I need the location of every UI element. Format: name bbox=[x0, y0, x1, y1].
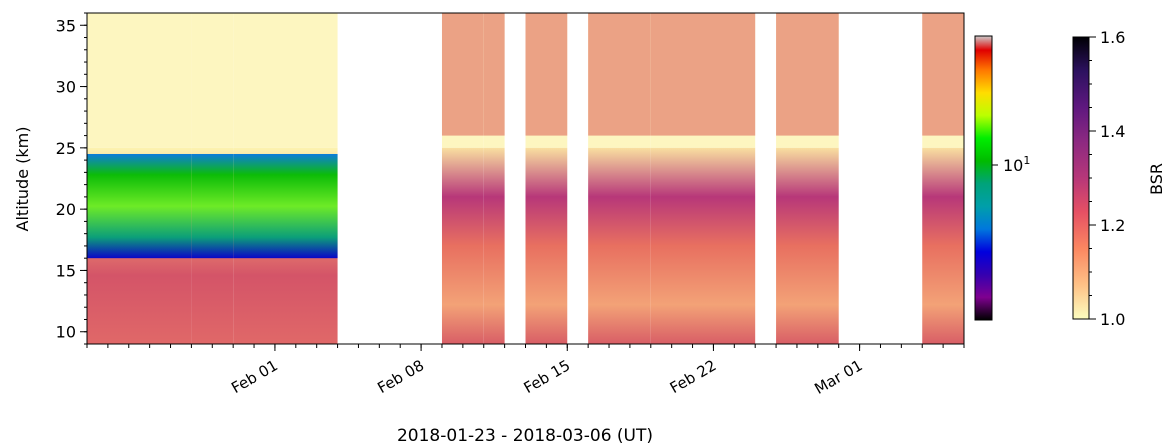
aerosol-layer bbox=[922, 147, 964, 344]
x-tick-label: Mar 01 bbox=[811, 356, 865, 398]
psc-layer bbox=[87, 153, 192, 259]
x-tick-label: Feb 15 bbox=[521, 356, 574, 397]
upper-aerosol-layer bbox=[776, 13, 839, 136]
y-tick-label: 10 bbox=[56, 323, 76, 342]
upper-aerosol-layer bbox=[441, 13, 484, 136]
psc-layer bbox=[191, 153, 234, 259]
colorbar-bsr-gradient bbox=[1072, 36, 1090, 320]
aerosol-layer bbox=[776, 147, 839, 344]
measurement-period bbox=[483, 13, 505, 344]
psc-layer bbox=[233, 153, 338, 259]
x-tick-label: Feb 01 bbox=[228, 356, 281, 397]
background-layer bbox=[233, 13, 338, 148]
upper-aerosol-layer bbox=[922, 13, 964, 136]
measurement-period bbox=[441, 13, 484, 344]
colorbar-bsr: BSR 1.0 1.2 1.4 1.6 bbox=[1072, 28, 1166, 329]
x-tick-label: Feb 08 bbox=[374, 356, 427, 397]
colorbar-bsr-label: BSR bbox=[1147, 163, 1166, 195]
background-layer bbox=[191, 13, 234, 148]
aerosol-layer bbox=[441, 147, 484, 344]
y-axis-label: Altitude (km) bbox=[13, 127, 32, 232]
y-axis: 10 15 20 25 30 35 bbox=[56, 12, 87, 345]
colorbar-bsr-tick-label: 1.6 bbox=[1100, 28, 1125, 47]
upper-aerosol-layer bbox=[483, 13, 505, 136]
measurement-period bbox=[588, 13, 651, 344]
colorbar-bsr-tick-label: 1.2 bbox=[1100, 216, 1125, 235]
colorbar-spectral-tick-label: 101 bbox=[1003, 154, 1030, 175]
y-tick-label: 25 bbox=[56, 139, 76, 158]
measurement-period bbox=[650, 13, 756, 344]
x-tick-label: Feb 22 bbox=[667, 356, 720, 397]
aerosol-layer bbox=[525, 147, 568, 344]
upper-aerosol-layer bbox=[588, 13, 651, 136]
measurement-period bbox=[191, 13, 234, 344]
aerosol-layer bbox=[650, 147, 756, 344]
y-tick-label: 20 bbox=[56, 200, 76, 219]
measurement-period bbox=[233, 13, 338, 344]
colorbar-bsr-tick-label: 1.4 bbox=[1100, 122, 1125, 141]
upper-aerosol-layer bbox=[525, 13, 568, 136]
colorbar-spectral-gradient bbox=[974, 35, 993, 321]
y-tick-label: 30 bbox=[56, 78, 76, 97]
colorbar-spectral: 101 bbox=[974, 35, 1030, 321]
measurement-period bbox=[776, 13, 839, 344]
plot-area bbox=[87, 13, 964, 344]
x-axis-label: 2018-01-23 - 2018-03-06 (UT) bbox=[397, 426, 653, 446]
upper-aerosol-layer bbox=[650, 13, 756, 136]
y-tick-label: 15 bbox=[56, 261, 76, 280]
measurement-period bbox=[87, 13, 192, 344]
measurement-period bbox=[525, 13, 568, 344]
background-layer bbox=[87, 13, 192, 148]
y-tick-label: 35 bbox=[56, 16, 76, 35]
aerosol-layer bbox=[483, 147, 505, 344]
x-axis: Feb 01 Feb 08 Feb 15 Feb 22 Mar 01 bbox=[86, 344, 965, 398]
measurement-period bbox=[922, 13, 964, 344]
colorbar-bsr-tick-label: 1.0 bbox=[1100, 310, 1125, 329]
aerosol-layer bbox=[588, 147, 651, 344]
